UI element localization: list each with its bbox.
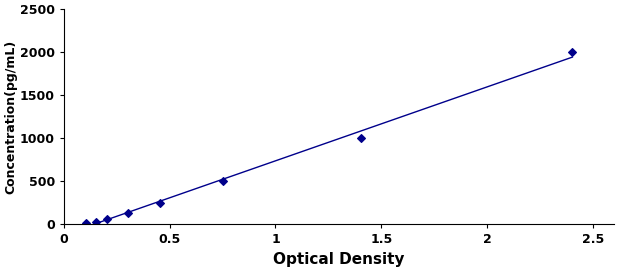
- X-axis label: Optical Density: Optical Density: [273, 252, 405, 267]
- Y-axis label: Concentration(pg/mL): Concentration(pg/mL): [4, 40, 17, 194]
